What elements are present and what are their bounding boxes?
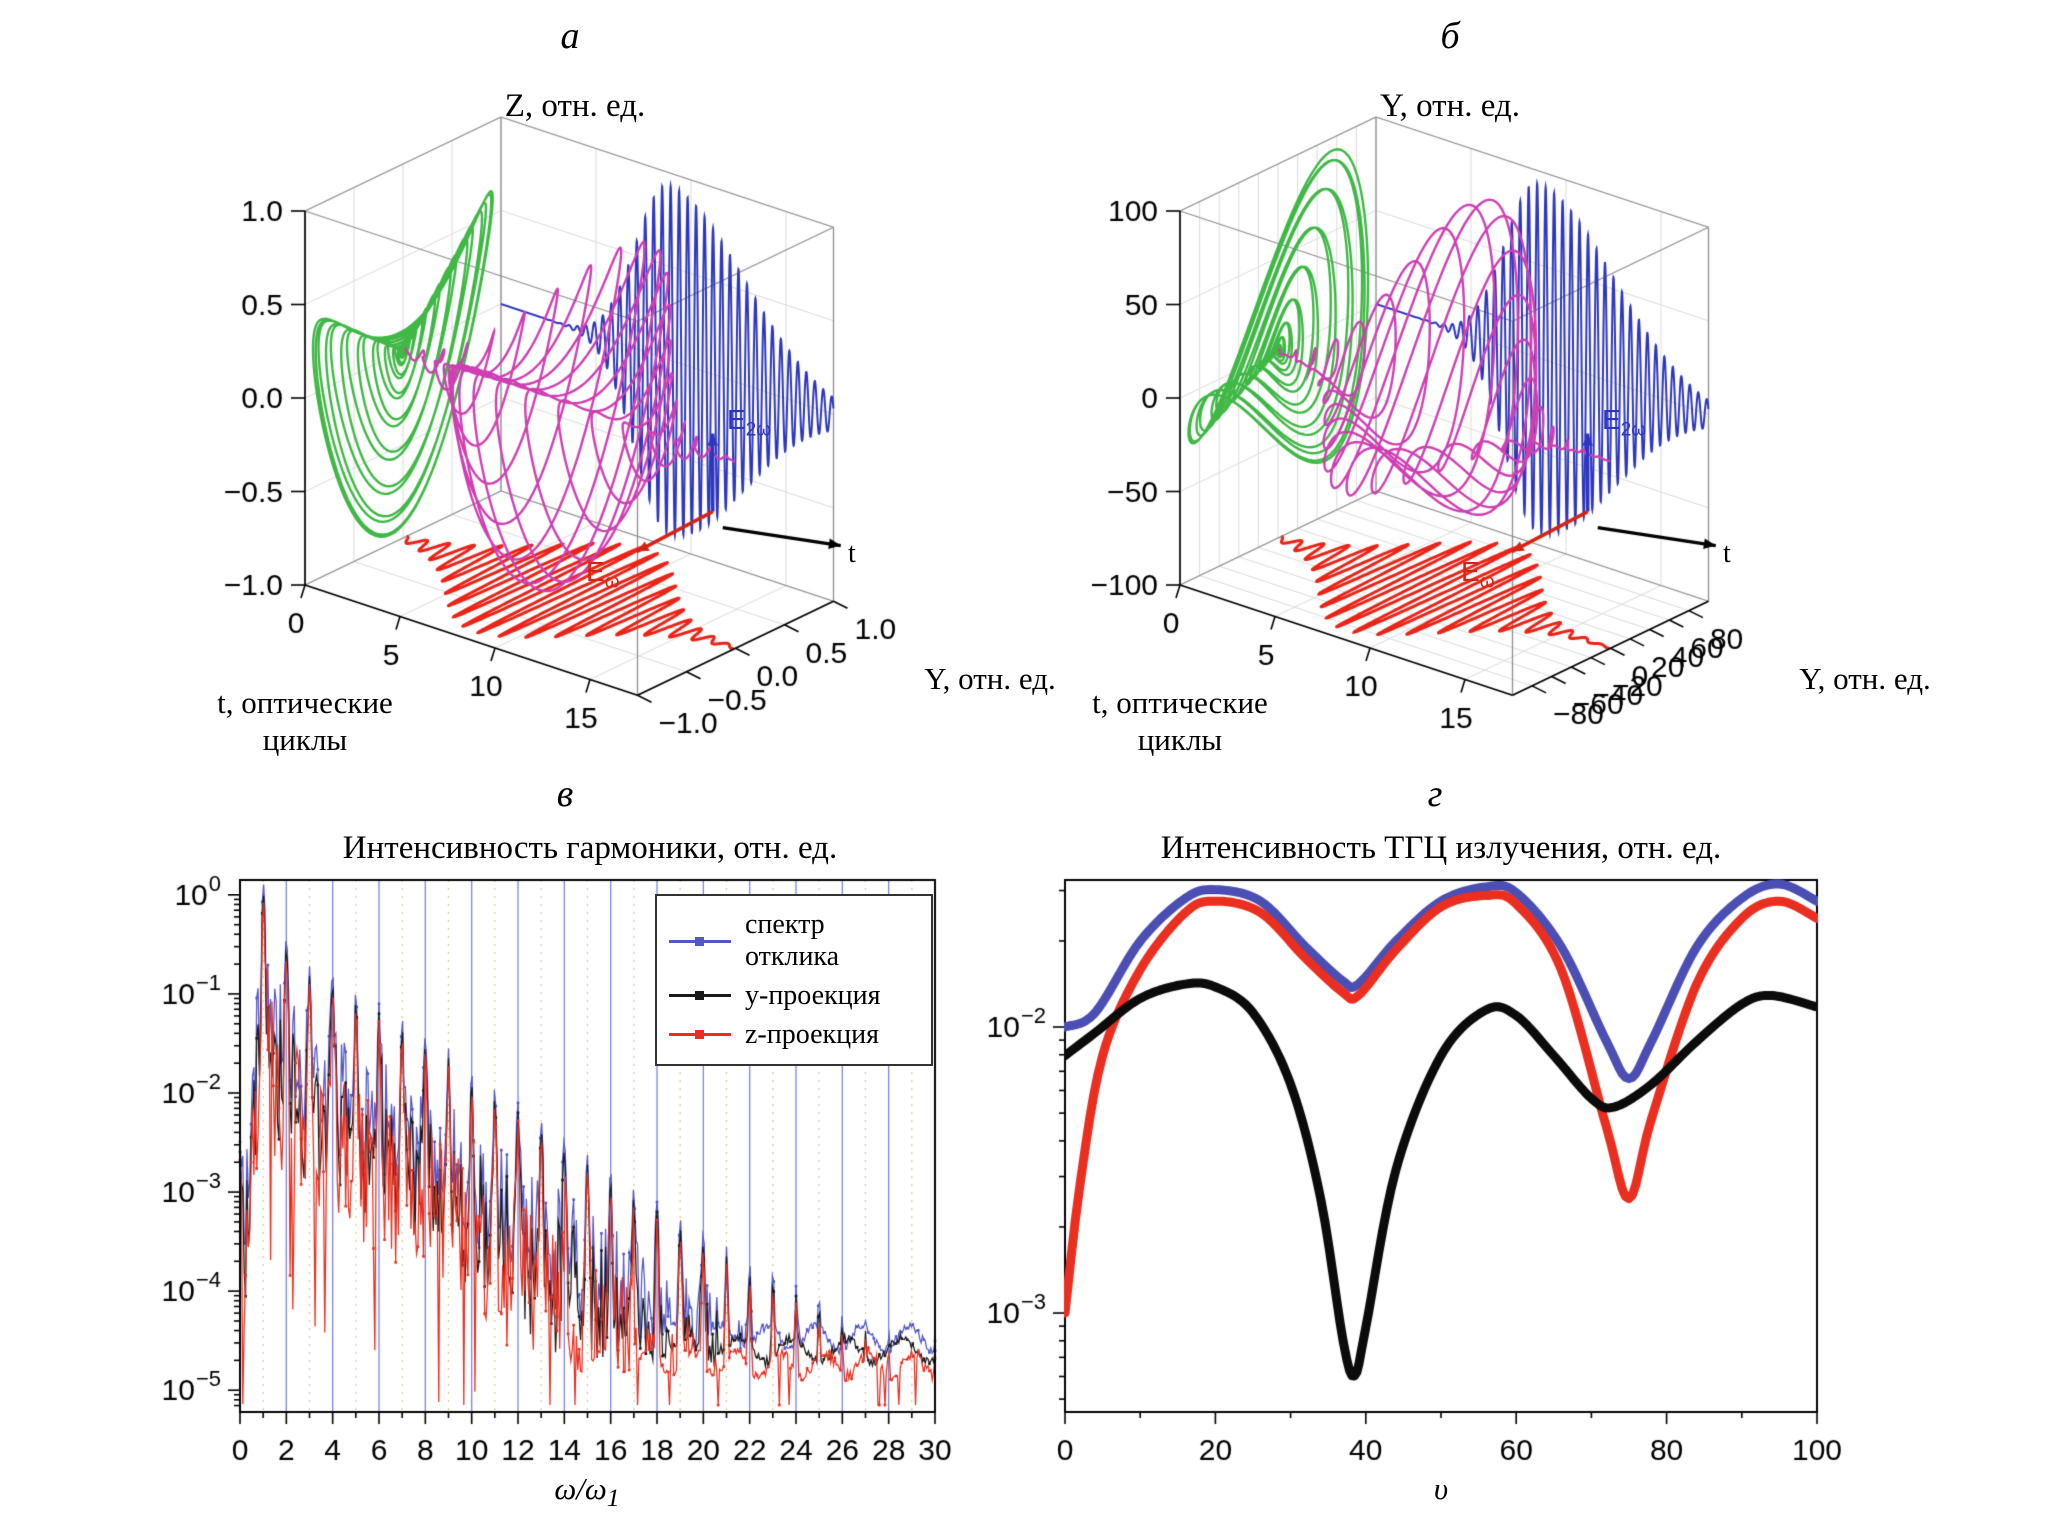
x-axis-label-spectrum: ω/ω1 xyxy=(487,1470,687,1514)
e2w-arrow-label-b: E2ω xyxy=(1602,404,1646,442)
panel-title-g: Интенсивность ТГЦ излучения, отн. ед. xyxy=(1160,830,1722,866)
t-base-a: t xyxy=(848,538,856,569)
panel-label-g: г xyxy=(1427,773,1443,815)
e2w-arrow-label-a: E2ω xyxy=(727,404,771,442)
ew-arrow-label-b: Eω xyxy=(1461,556,1495,594)
panel-title-b: Y, отн. ед. xyxy=(1380,88,1520,124)
ew-arrow-label-a: Eω xyxy=(586,556,620,594)
t-base-b: t xyxy=(1723,538,1731,569)
panel-label-v: в xyxy=(556,773,574,815)
ew-base-a: E xyxy=(586,556,605,587)
t-arrow-label-b: t xyxy=(1723,538,1731,570)
legend-marker-z-projection xyxy=(669,1030,731,1040)
panel-label-b: б xyxy=(1440,15,1460,57)
y-axis-label-b: Y, отн. ед. xyxy=(1799,661,1931,696)
ew-sub-b: ω xyxy=(1479,571,1495,593)
omega-ratio-base: ω/ω xyxy=(554,1471,607,1506)
spectrum-legend: спектр отклика y-проекция z-проекция xyxy=(655,894,933,1066)
legend-item-y-projection: y-проекция xyxy=(669,980,919,1012)
t-axis-label-a: t, оптические циклы xyxy=(217,685,393,758)
e2w-base-b: E xyxy=(1602,404,1621,435)
legend-label-z-projection: z-проекция xyxy=(745,1018,879,1050)
legend-marker-response xyxy=(669,936,731,946)
legend-item-z-projection: z-проекция xyxy=(669,1019,919,1051)
legend-marker-y-projection xyxy=(669,991,731,1001)
t-arrow-label-a: t xyxy=(848,538,856,570)
y-axis-label-a: Y, отн. ед. xyxy=(924,661,1056,696)
omega-ratio-sub: 1 xyxy=(606,1483,620,1513)
panel-label-a: а xyxy=(560,15,580,57)
panel-title-a: Z, отн. ед. xyxy=(504,88,646,124)
e2w-sub-b: 2ω xyxy=(1620,419,1647,441)
ew-sub-a: ω xyxy=(604,571,620,593)
legend-item-response: спектр отклика xyxy=(669,909,919,973)
e2w-sub-a: 2ω xyxy=(745,419,772,441)
e2w-base-a: E xyxy=(727,404,746,435)
ew-base-b: E xyxy=(1461,556,1480,587)
legend-label-response: спектр отклика xyxy=(745,909,840,973)
legend-label-y-projection: y-проекция xyxy=(745,979,881,1011)
panel-title-v: Интенсивность гармоники, отн. ед. xyxy=(342,830,838,866)
t-axis-label-b: t, оптические циклы xyxy=(1092,685,1268,758)
x-axis-label-thz: υ xyxy=(1433,1471,1449,1506)
